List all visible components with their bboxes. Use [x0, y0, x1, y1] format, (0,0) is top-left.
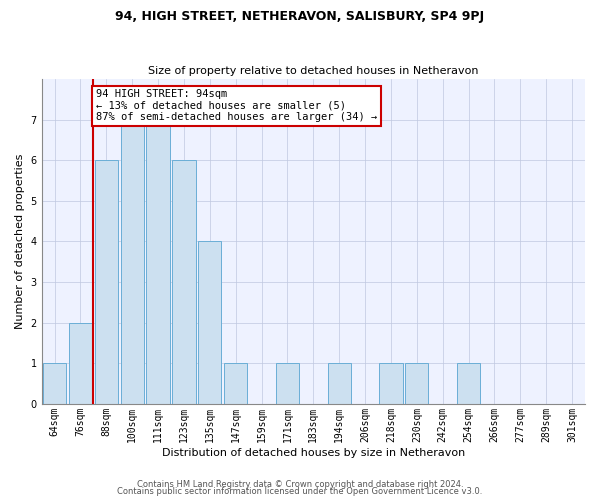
Bar — [95, 160, 118, 404]
Text: Contains HM Land Registry data © Crown copyright and database right 2024.: Contains HM Land Registry data © Crown c… — [137, 480, 463, 489]
Bar — [405, 364, 428, 404]
Text: 94, HIGH STREET, NETHERAVON, SALISBURY, SP4 9PJ: 94, HIGH STREET, NETHERAVON, SALISBURY, … — [115, 10, 485, 23]
Y-axis label: Number of detached properties: Number of detached properties — [15, 154, 25, 329]
Bar — [224, 364, 247, 404]
Bar — [379, 364, 403, 404]
Bar — [69, 322, 92, 404]
Text: Contains public sector information licensed under the Open Government Licence v3: Contains public sector information licen… — [118, 487, 482, 496]
Bar — [43, 364, 66, 404]
Title: Size of property relative to detached houses in Netheravon: Size of property relative to detached ho… — [148, 66, 479, 76]
Bar — [121, 120, 144, 404]
X-axis label: Distribution of detached houses by size in Netheravon: Distribution of detached houses by size … — [162, 448, 465, 458]
Bar — [172, 160, 196, 404]
Text: 94 HIGH STREET: 94sqm
← 13% of detached houses are smaller (5)
87% of semi-detac: 94 HIGH STREET: 94sqm ← 13% of detached … — [96, 89, 377, 122]
Bar — [198, 242, 221, 404]
Bar — [328, 364, 351, 404]
Bar — [146, 120, 170, 404]
Bar — [276, 364, 299, 404]
Bar — [457, 364, 480, 404]
